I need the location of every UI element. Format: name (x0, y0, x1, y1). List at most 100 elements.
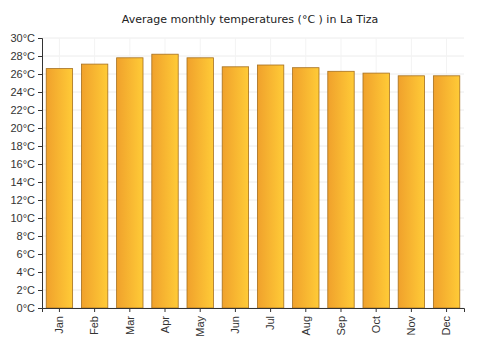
tick: 6°C (17, 248, 42, 260)
tick-label: Dec (440, 316, 452, 336)
tick-label: Nov (405, 316, 417, 336)
tick-mark (270, 308, 271, 312)
tick: Feb (88, 308, 100, 335)
tick: 8°C (17, 230, 42, 242)
bar (187, 58, 213, 308)
tick-mark (38, 236, 42, 237)
tick-mark (38, 182, 42, 183)
tick-mark (38, 38, 42, 39)
chart: 0°C 2°C 4°C 6°C 8°C 10°C 12°C 14°C 16°C 18°C 20°C 2… (0, 0, 500, 350)
tick-label: Feb (88, 316, 100, 335)
bars (46, 54, 460, 308)
tick: May (194, 308, 206, 337)
tick-mark (38, 218, 42, 219)
tick-mark (129, 308, 130, 312)
tick: 10°C (10, 212, 42, 224)
grid-line (42, 56, 464, 57)
bar (293, 68, 319, 308)
tick: 22°C (10, 104, 42, 116)
tick-label: 6°C (17, 248, 36, 260)
tick: 12°C (10, 194, 42, 206)
tick: 28°C (10, 50, 42, 62)
tick-mark (165, 308, 166, 312)
tick: 24°C (10, 86, 42, 98)
bar (81, 64, 107, 308)
tick: Aug (300, 308, 312, 336)
bar (257, 65, 283, 308)
tick-mark (38, 164, 42, 165)
tick-label: 28°C (10, 50, 35, 62)
tick: 20°C (10, 122, 42, 134)
grid (42, 38, 464, 308)
x-axis: Jan Feb Mar Apr May Jun Jul Aug Sep Oct Nov Dec (43, 308, 465, 337)
tick: Oct (370, 308, 382, 333)
y-axis: 0°C 2°C 4°C 6°C 8°C 10°C 12°C 14°C 16°C 18°C 20°C 2… (10, 32, 42, 314)
tick: Jun (229, 308, 241, 334)
tick-mark (38, 74, 42, 75)
tick-mark (446, 308, 447, 312)
tick: 18°C (10, 140, 42, 152)
tick-mark (38, 56, 42, 57)
tick: 4°C (17, 266, 42, 278)
tick-mark (38, 128, 42, 129)
bar (46, 69, 72, 308)
tick: Jul (264, 308, 276, 330)
grid-line (42, 38, 464, 39)
tick-label: Mar (124, 316, 136, 335)
tick-mark (38, 110, 42, 111)
tick-label: Oct (370, 316, 382, 333)
tick-label: 26°C (10, 68, 35, 80)
tick-mark (38, 308, 42, 309)
tick: 26°C (10, 68, 42, 80)
bar (117, 58, 143, 308)
tick-label: 10°C (10, 212, 35, 224)
tick: 0°C (17, 302, 42, 314)
tick: 30°C (10, 32, 42, 44)
tick-label: 4°C (17, 266, 36, 278)
tick-label: Jun (229, 316, 241, 334)
bar (222, 67, 248, 308)
tick-label: Jul (264, 316, 276, 330)
tick-label: 18°C (10, 140, 35, 152)
bar (433, 76, 459, 308)
tick-label: 0°C (17, 302, 36, 314)
tick: 14°C (10, 176, 42, 188)
tick-mark (411, 308, 412, 312)
tick-label: 24°C (10, 86, 35, 98)
tick-mark (38, 290, 42, 291)
tick-mark (38, 272, 42, 273)
tick: 16°C (10, 158, 42, 170)
tick-mark (94, 308, 95, 312)
tick: 2°C (17, 284, 42, 296)
tick-mark (376, 308, 377, 312)
bar (152, 54, 178, 308)
tick-mark (38, 92, 42, 93)
bar (398, 76, 424, 308)
tick-label: Aug (300, 316, 312, 336)
tick: Nov (405, 308, 417, 336)
tick-label: 14°C (10, 176, 35, 188)
tick-label: 30°C (10, 32, 35, 44)
axis-line (38, 39, 43, 309)
tick-mark (59, 308, 60, 312)
tick-mark (305, 308, 306, 312)
tick-label: 12°C (10, 194, 35, 206)
tick: Dec (440, 308, 452, 336)
tick-mark (235, 308, 236, 312)
tick: Sep (335, 308, 347, 336)
tick-label: Apr (159, 316, 171, 333)
axis-line (43, 309, 465, 313)
tick-mark (340, 308, 341, 312)
tick-label: Jan (53, 316, 65, 334)
tick-label: 22°C (10, 104, 35, 116)
tick-label: 20°C (10, 122, 35, 134)
tick-mark (38, 146, 42, 147)
tick: Mar (124, 308, 136, 335)
tick-label: Sep (335, 316, 347, 336)
tick-mark (38, 200, 42, 201)
tick-mark (200, 308, 201, 312)
tick-label: 16°C (10, 158, 35, 170)
tick: Jan (53, 308, 65, 334)
tick-label: May (194, 316, 206, 337)
tick-label: 8°C (17, 230, 36, 242)
